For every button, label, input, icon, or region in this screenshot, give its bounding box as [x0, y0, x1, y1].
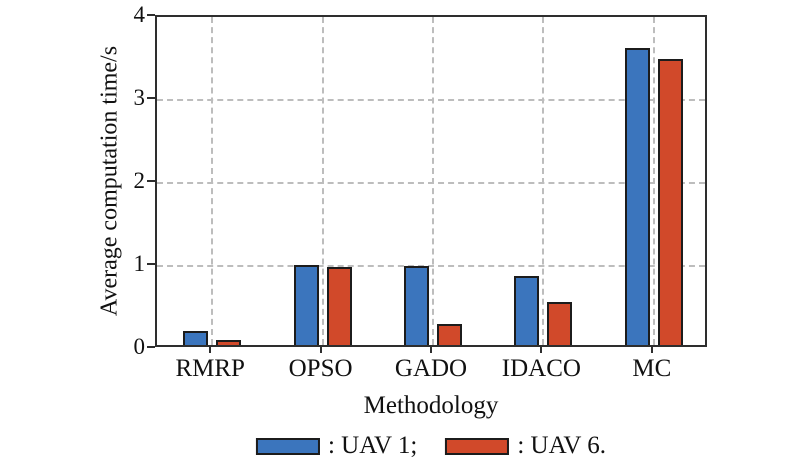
x-tick-mark-rmrp [209, 347, 212, 353]
y-tick-label-3: 3 [133, 85, 146, 110]
x-axis-label: Methodology [363, 392, 499, 419]
x-tick-label-gado: GADO [394, 355, 468, 382]
y-tick-mark-3 [147, 97, 155, 99]
legend-item-uav1: : UAV 1; [255, 432, 418, 460]
x-tick-mark-gado [430, 347, 432, 353]
bar-mc-uav1 [624, 47, 650, 345]
y-tick-label-0: 0 [133, 334, 146, 359]
x-tick-label-rmrp: RMRP [175, 355, 245, 382]
y-tick-mark-1 [147, 263, 155, 265]
legend-label-uav6: : UAV 6. [517, 432, 607, 459]
y-tick-label-2: 2 [133, 168, 146, 193]
legend-label-uav1: : UAV 1; [327, 432, 418, 459]
x-tick-mark-opso [319, 347, 322, 353]
bar-rmrp-uav6 [216, 340, 242, 345]
x-tick-mark-mc [650, 347, 653, 353]
h-gridline-2 [157, 182, 705, 184]
x-tick-label-idaco: IDACO [501, 355, 581, 382]
legend: : UAV 1; : UAV 6. [255, 432, 606, 460]
bar-opso-uav1 [293, 264, 319, 345]
bar-gado-uav1 [404, 266, 429, 345]
v-gridline-idaco [542, 17, 545, 345]
bar-idaco-uav6 [547, 301, 573, 345]
v-gridline-rmrp [211, 17, 214, 345]
v-gridline-opso [321, 17, 324, 345]
plot-area [155, 15, 707, 347]
y-tick-label-4: 4 [133, 2, 146, 27]
bar-gado-uav6 [437, 324, 462, 345]
h-gridline-3 [157, 99, 705, 101]
x-tick-label-mc: MC [632, 355, 672, 382]
x-tick-mark-idaco [540, 347, 543, 353]
legend-item-uav6: : UAV 6. [445, 432, 606, 460]
y-tick-mark-4 [147, 14, 155, 16]
bar-mc-uav6 [657, 58, 683, 345]
y-tick-mark-2 [147, 180, 155, 182]
bar-idaco-uav1 [514, 276, 540, 345]
y-tick-mark-0 [147, 346, 155, 348]
bar-rmrp-uav1 [183, 330, 209, 345]
x-tick-label-opso: OPSO [288, 355, 353, 382]
h-gridline-1 [157, 265, 705, 267]
legend-swatch-uav1 [255, 437, 320, 455]
legend-swatch-uav6 [445, 437, 510, 455]
y-tick-label-1: 1 [133, 251, 146, 276]
v-gridline-mc [652, 17, 655, 345]
v-gridline-gado [432, 17, 434, 345]
bar-opso-uav6 [326, 266, 352, 345]
